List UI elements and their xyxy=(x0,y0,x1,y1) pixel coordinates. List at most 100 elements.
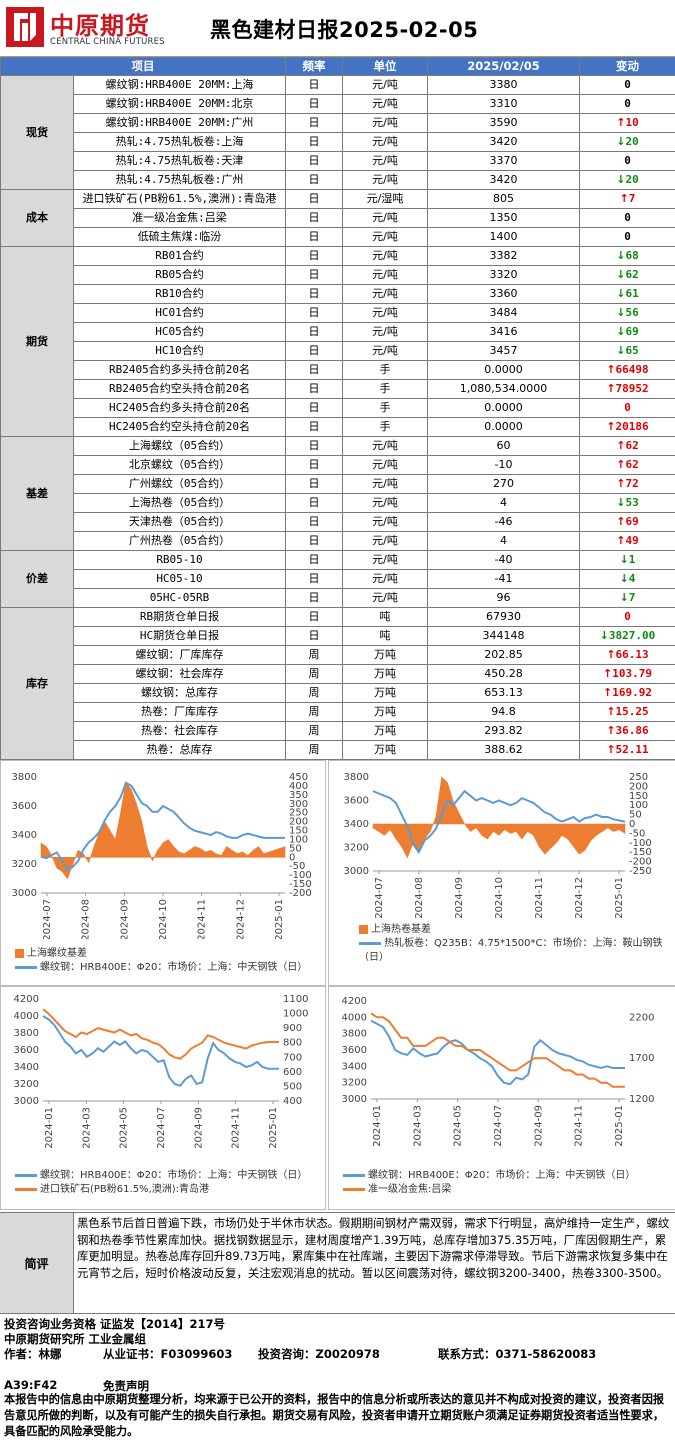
brand-name-en: CENTRAL CHINA FUTURES xyxy=(50,37,165,47)
y-tick-right: 400 xyxy=(283,1096,302,1107)
arrow-up-icon: ↑ xyxy=(606,743,616,756)
cell-unit: 元/吨 xyxy=(342,341,428,361)
brand-name: 中原期货 xyxy=(50,11,150,40)
y-tick-right: 150 xyxy=(289,826,308,837)
change-value: 1 xyxy=(628,553,636,566)
y-tick-right: 250 xyxy=(289,808,308,819)
chart-rebar-vs-coke-legend: 螺纹钢：HRB400E：Φ20：市场价：上海：中天钢铁（日） 准一级冶金焦:吕梁 xyxy=(343,1169,669,1197)
x-tick-label: 2024-03 xyxy=(81,1107,92,1149)
cell-item: 热轧:4.75热轧板卷:广州 xyxy=(73,170,286,190)
y-tick-left: 3600 xyxy=(344,796,369,807)
cell-value: 1400 xyxy=(427,227,580,247)
change-value: 62 xyxy=(625,439,639,452)
legend-label: 上海螺纹基差 xyxy=(27,948,87,959)
cell-value: -10 xyxy=(427,455,580,475)
table-row: 上海热卷（05合约）日元/吨 4 ↓53 xyxy=(1,493,675,513)
change-value: 0 xyxy=(624,610,631,623)
cell-change: ↑78952 xyxy=(579,379,675,399)
cell-freq: 日 xyxy=(285,246,343,266)
cell-item: 热卷：总库存 xyxy=(73,740,286,760)
report-header: 中原期货 CENTRAL CHINA FUTURES 黑色建材日报2025-02… xyxy=(0,0,675,57)
change-value: 53 xyxy=(625,496,639,509)
y-tick-left: 3400 xyxy=(342,1061,367,1072)
y-tick-left: 3600 xyxy=(14,1045,39,1056)
footer-consult: 投资咨询：Z0020978 xyxy=(258,1347,380,1361)
series-line xyxy=(370,1012,625,1088)
table-row: 广州螺纹（05合约）日元/吨 270 ↑72 xyxy=(1,474,675,494)
arrow-down-icon: ↓ xyxy=(616,325,626,338)
cell-item: HC10合约 xyxy=(73,341,286,361)
cell-unit: 元/吨 xyxy=(342,493,428,513)
legend-line-swatch xyxy=(15,1173,37,1177)
cell-unit: 元/吨 xyxy=(342,436,428,456)
cell-item: 进口铁矿石(PB粉61.5%,澳洲):青岛港 xyxy=(73,189,286,209)
arrow-down-icon: ↓ xyxy=(616,249,626,262)
y-tick-right: -150 xyxy=(629,847,652,858)
cell-item: 螺纹钢:HRB400E 20MM:上海 xyxy=(73,75,286,95)
arrow-down-icon: ↓ xyxy=(616,287,626,300)
table-row: 热轧:4.75热轧板卷:广州日元/吨 3420 ↓20 xyxy=(1,170,675,190)
x-tick-label: 2024-07 xyxy=(374,877,385,919)
group-label: 期货 xyxy=(0,246,74,437)
legend-line-swatch xyxy=(359,941,381,945)
x-tick-label: 2024-11 xyxy=(534,877,545,919)
change-value: 69 xyxy=(625,325,639,338)
series-area xyxy=(40,781,286,880)
cell-unit: 万吨 xyxy=(342,740,428,760)
group-label: 现货 xyxy=(0,75,74,190)
change-value: 62 xyxy=(625,268,639,281)
footer-institute: 中原期货研究所 工业金属组 xyxy=(4,1332,147,1346)
series-line xyxy=(372,789,626,855)
cell-item: 上海热卷（05合约） xyxy=(73,493,286,513)
y-tick-left: 4000 xyxy=(14,1011,39,1022)
arrow-up-icon: ↑ xyxy=(619,192,629,205)
series-line xyxy=(42,1015,279,1087)
cell-item: RB10合约 xyxy=(73,284,286,304)
cell-item: RB05合约 xyxy=(73,265,286,285)
cell-value: 1,080,534.0000 xyxy=(427,379,580,399)
cell-unit: 元/吨 xyxy=(342,151,428,171)
cell-change: ↑52.11 xyxy=(579,740,675,760)
cell-unit: 元/吨 xyxy=(342,132,428,152)
charts-area: 3000 3200 3400 3600 3800 -200 -150 -100 -50 0 50 10… xyxy=(0,760,675,1210)
cell-item: 准一级冶金焦:吕梁 xyxy=(73,208,286,228)
arrow-up-icon: ↑ xyxy=(616,515,626,528)
cell-freq: 周 xyxy=(285,740,343,760)
y-tick-right: -50 xyxy=(629,828,645,839)
cell-value: 3484 xyxy=(427,303,580,323)
arrow-down-icon: ↓ xyxy=(619,553,629,566)
legend-label: 进口铁矿石(PB粉61.5%,澳洲):青岛港 xyxy=(40,1184,210,1195)
cell-item: 热轧:4.75热轧板卷:上海 xyxy=(73,132,286,152)
table-row: HC05合约日元/吨 3416 ↓69 xyxy=(1,322,675,342)
legend-line-swatch xyxy=(343,1187,365,1191)
change-value: 0 xyxy=(624,97,631,110)
arrow-down-icon: ↓ xyxy=(616,135,626,148)
legend-area-swatch xyxy=(15,948,24,958)
arrow-up-icon: ↑ xyxy=(606,363,616,376)
cell-unit: 元/吨 xyxy=(342,569,428,589)
group-label: 成本 xyxy=(0,189,74,247)
cell-freq: 日 xyxy=(285,303,343,323)
cell-freq: 日 xyxy=(285,75,343,95)
cell-item: 螺纹钢:HRB400E 20MM:广州 xyxy=(73,113,286,133)
change-value: 65 xyxy=(625,344,639,357)
x-tick-label: 2024-08 xyxy=(414,877,425,919)
table-row: RB05合约日元/吨 3320 ↓62 xyxy=(1,265,675,285)
arrow-down-icon: ↓ xyxy=(619,591,629,604)
table-row: 期货 RB01合约日元/吨 3382 ↓68 xyxy=(0,246,675,437)
cell-change: ↑66.13 xyxy=(579,645,675,665)
cell-freq: 日 xyxy=(285,569,343,589)
cell-unit: 手 xyxy=(342,360,428,380)
x-tick-label: 2024-08 xyxy=(81,899,92,939)
y-tick-left: 3600 xyxy=(342,1045,367,1056)
y-tick-right: 600 xyxy=(283,1067,302,1078)
y-tick-left: 3200 xyxy=(342,1078,367,1089)
cell-value: 3310 xyxy=(427,94,580,114)
arrow-up-icon: ↑ xyxy=(616,534,626,547)
cell-item: 天津热卷（05合约） xyxy=(73,512,286,532)
x-tick-label: 2024-07 xyxy=(156,1107,167,1149)
cell-item: HC05合约 xyxy=(73,322,286,342)
change-value: 169.92 xyxy=(612,686,652,699)
col-header-unit: 单位 xyxy=(342,57,428,76)
